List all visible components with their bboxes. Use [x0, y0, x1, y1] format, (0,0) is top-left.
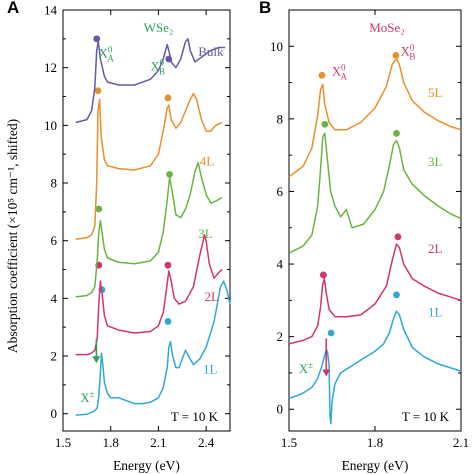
- series-line-bulk: [75, 38, 226, 124]
- arrow-head: [322, 369, 331, 377]
- panel-title: WSe₂: [144, 20, 174, 35]
- y-tick-label: 10: [270, 39, 283, 54]
- series-line-1l: [288, 310, 462, 425]
- exciton-label-2: X±: [299, 360, 313, 376]
- series-line-3l: [75, 162, 223, 298]
- peak-marker-1l: [393, 291, 400, 299]
- x-tick-label: 1.8: [367, 435, 383, 450]
- y-tick-label: 10: [44, 118, 57, 133]
- exciton-label-0: X0 A: [332, 62, 348, 81]
- x-tick-label: 2.1: [453, 435, 469, 450]
- series-label-bulk: Bulk: [198, 44, 224, 59]
- series-label-1l: 1L: [428, 305, 443, 320]
- y-tick-label: 8: [277, 111, 284, 126]
- exciton-label-2-main: X: [80, 391, 89, 405]
- peak-marker-5l: [318, 71, 326, 79]
- exciton-label-0-main: X: [332, 64, 341, 78]
- temperature-label: T = 10 K: [402, 409, 450, 424]
- y-tick-label: 0: [277, 402, 284, 417]
- exciton-label-1-sup: 0: [410, 42, 415, 52]
- peak-marker-1l: [164, 318, 172, 325]
- plot-frame: [62, 9, 231, 432]
- panel-letter: B: [259, 0, 271, 17]
- exciton-label-0-sup: 0: [108, 45, 113, 55]
- series-label-1l: 1L: [203, 361, 218, 376]
- peak-marker-bulk: [93, 35, 101, 43]
- exciton-label-2-sup: ±: [308, 360, 313, 370]
- series-label-2l: 2L: [205, 289, 220, 304]
- peak-marker-3l: [321, 120, 329, 128]
- exciton-label-1-main: X: [150, 60, 159, 74]
- peak-marker-3l: [393, 129, 400, 137]
- exciton-label-2-sup: ±: [90, 389, 95, 399]
- series-line-2l: [288, 243, 462, 345]
- x-tick-label: 1.5: [281, 435, 297, 450]
- y-tick-label: 12: [44, 60, 57, 75]
- exciton-label-0-sub: A: [107, 54, 114, 64]
- series-line-3l: [288, 132, 462, 254]
- peak-marker-1l: [327, 329, 335, 337]
- exciton-label-1: X0 B: [401, 42, 416, 61]
- series-line-2l: [75, 234, 223, 356]
- series-label-2l: 2L: [428, 241, 443, 256]
- series-line-4l: [75, 92, 223, 240]
- series-line-5l: [288, 58, 462, 178]
- exciton-label-2-main: X: [299, 362, 308, 376]
- y-axis-label: Absorption coefficient (×10⁵ cm⁻¹, shift…: [5, 119, 20, 353]
- exciton-label-0-main: X: [99, 47, 108, 61]
- y-tick-label: 8: [51, 176, 58, 191]
- peak-marker-4l: [94, 87, 102, 95]
- temperature-label: T = 10 K: [171, 409, 219, 424]
- y-tick-label: 6: [277, 184, 284, 199]
- x-tick-label: 2.4: [198, 435, 215, 450]
- peak-marker-bulk: [165, 55, 173, 63]
- y-tick-label: 2: [51, 349, 58, 364]
- exciton-label-0: X0 A: [99, 45, 115, 64]
- series-label-5l: 5L: [428, 85, 443, 100]
- series-line-1l: [75, 280, 231, 416]
- x-axis-label: Energy (eV): [113, 458, 180, 473]
- x-tick-label: 2.1: [150, 435, 166, 450]
- x-tick-label: 1.8: [103, 435, 119, 450]
- x-tick-label: 1.5: [55, 435, 71, 450]
- panel-letter: A: [7, 0, 19, 17]
- exciton-label-2: X±: [80, 389, 94, 405]
- peak-marker-2l: [320, 271, 327, 279]
- y-tick-label: 14: [44, 3, 58, 18]
- peak-marker-4l: [164, 94, 172, 102]
- series-label-3l: 3L: [198, 226, 213, 241]
- arrow-head: [92, 356, 101, 364]
- exciton-label-1-sub: B: [159, 67, 165, 77]
- x-axis-label: Energy (eV): [342, 458, 409, 473]
- exciton-label-0-sub: A: [341, 71, 348, 81]
- y-tick-label: 4: [51, 291, 58, 306]
- series-label-3l: 3L: [428, 154, 443, 169]
- exciton-label-0-sup: 0: [341, 62, 346, 72]
- peak-marker-2l: [394, 233, 402, 241]
- exciton-label-1: X0 B: [150, 58, 165, 77]
- y-tick-label: 2: [277, 329, 284, 344]
- series-label-4l: 4L: [200, 154, 215, 169]
- y-tick-label: 0: [51, 406, 58, 421]
- peak-marker-3l: [95, 205, 103, 213]
- peak-marker-3l: [166, 170, 173, 178]
- panel-title: MoSe₂: [369, 20, 405, 35]
- peak-marker-2l: [164, 261, 172, 269]
- exciton-label-1-sub: B: [409, 51, 415, 61]
- exciton-label-1-main: X: [401, 44, 410, 58]
- y-tick-label: 4: [277, 257, 284, 272]
- y-tick-label: 6: [51, 233, 58, 248]
- exciton-label-1-sup: 0: [160, 58, 165, 68]
- peak-marker-5l: [392, 51, 400, 59]
